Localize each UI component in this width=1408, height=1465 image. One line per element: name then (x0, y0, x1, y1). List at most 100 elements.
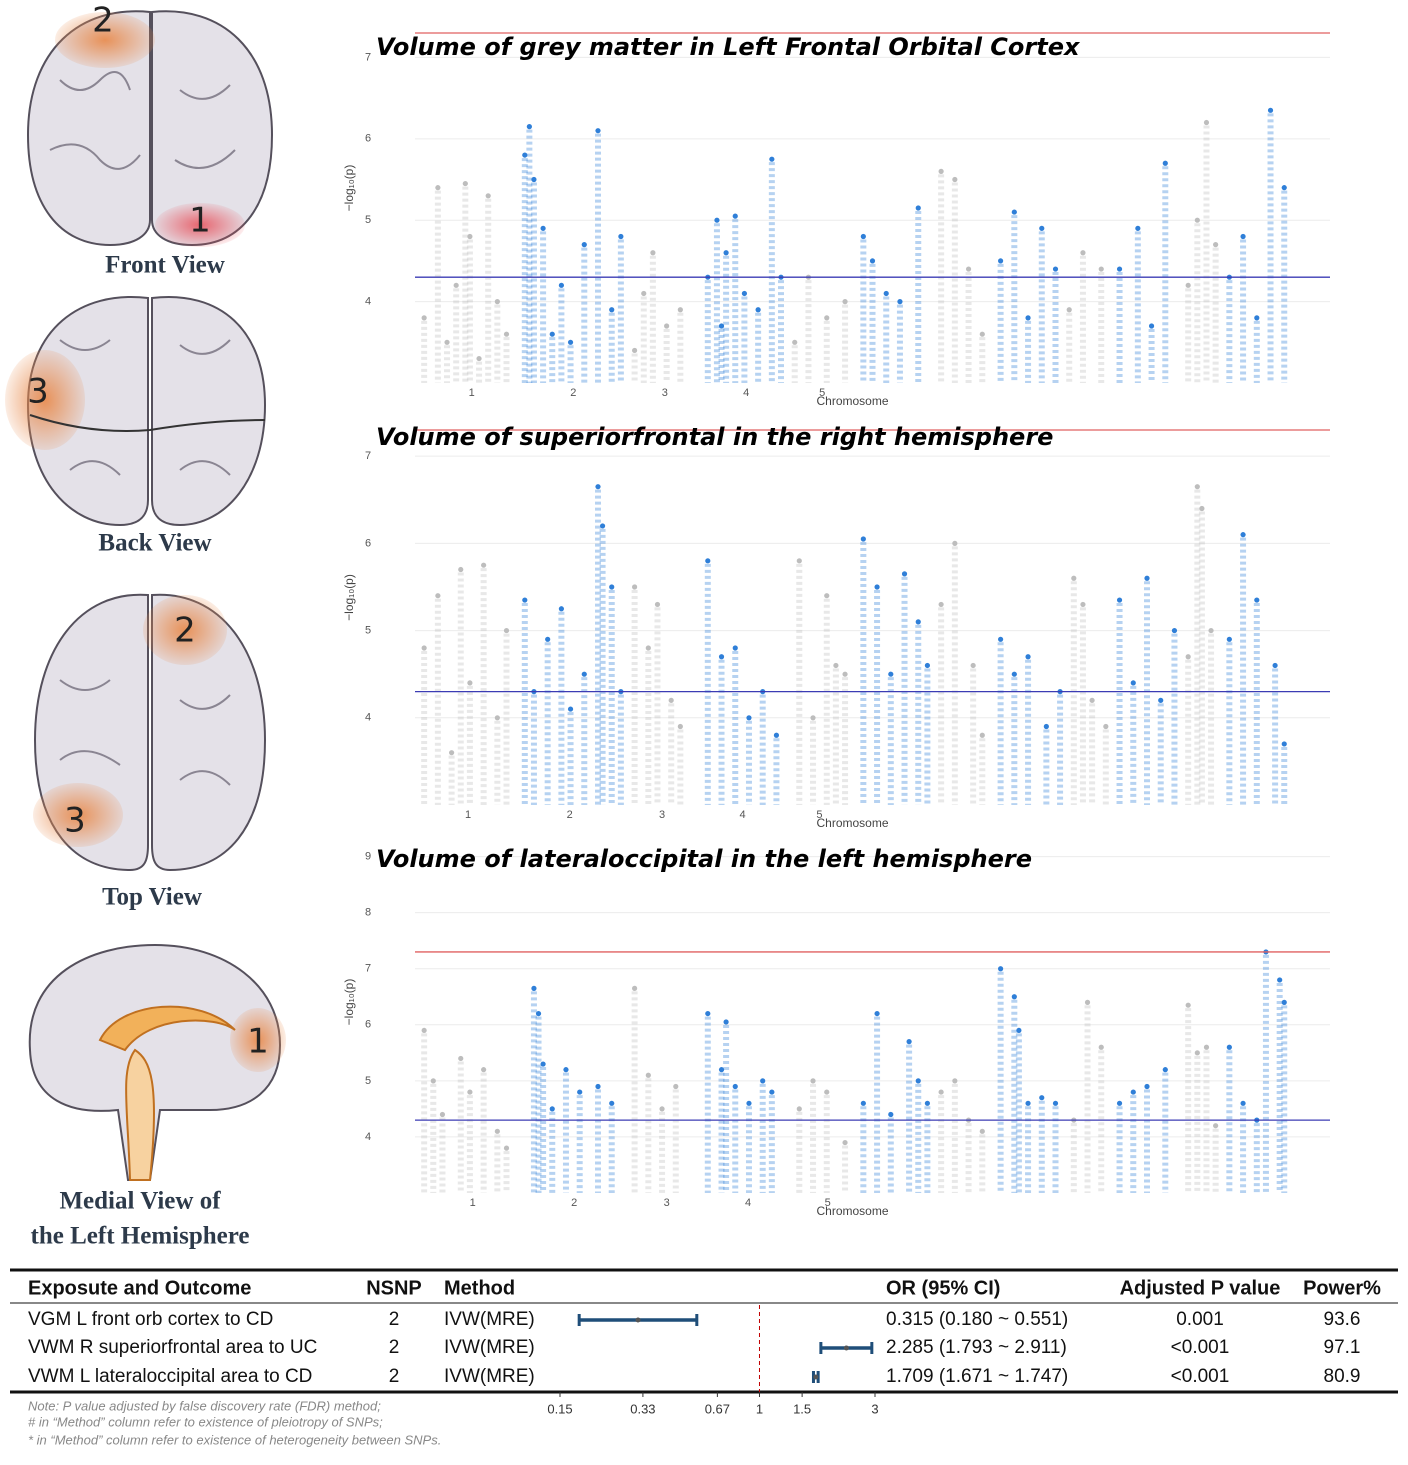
column-header: OR (95% CI) (886, 1277, 1000, 1299)
brain-medial (28, 943, 286, 1181)
snp-point (503, 331, 510, 337)
note: Note: P value adjusted by false discover… (28, 1398, 381, 1413)
snp-point (718, 323, 725, 329)
snp-point (1052, 1100, 1059, 1106)
snp-point (1194, 484, 1200, 490)
chart-title: Volume of grey matter in Left Frontal Or… (376, 33, 1081, 61)
snp-point (1098, 1044, 1104, 1050)
snp-point (705, 558, 711, 564)
snp-point (595, 1083, 601, 1090)
snp-point (998, 966, 1004, 972)
view-caption: Medial View of (59, 1188, 221, 1215)
x-tick-label: 0.67 (705, 1401, 730, 1416)
region-number: 2 (174, 611, 196, 651)
snp-point (979, 732, 985, 738)
snp-point (1148, 323, 1155, 329)
snp-point (1254, 315, 1260, 321)
x-tick-label: 3 (871, 1401, 878, 1416)
region-number: 3 (64, 801, 86, 841)
column-header: Exposute and Outcome (28, 1277, 251, 1299)
snp-point (1226, 636, 1232, 642)
snp-point (558, 606, 565, 612)
x-tick-label: 4 (740, 809, 746, 821)
snp-point (1130, 1089, 1136, 1095)
y-tick-label: 5 (365, 214, 371, 226)
snp-point (1185, 282, 1191, 288)
snp-point (1203, 119, 1210, 126)
snp-point (1185, 1002, 1191, 1008)
brain-back (5, 296, 267, 527)
snp-point (453, 282, 459, 288)
x-tick-label: 0.33 (630, 1401, 655, 1416)
snp-point (1116, 597, 1123, 603)
snp-point (1194, 1050, 1200, 1056)
table-cell: 0.001 (1176, 1309, 1224, 1330)
snp-point (1080, 601, 1086, 608)
snp-point (1098, 266, 1104, 272)
snp-point (645, 645, 651, 651)
table-cell: 1.709 (1.671 ~ 1.747) (886, 1366, 1068, 1387)
x-tick-label: 3 (659, 809, 665, 821)
snp-point (938, 1089, 944, 1095)
snp-point (673, 1083, 679, 1090)
snp-point (769, 156, 775, 162)
view-caption: Front View (105, 252, 225, 279)
snp-point (741, 290, 748, 297)
view-caption: Back View (98, 530, 211, 557)
brain-front (26, 10, 274, 247)
x-tick-label: 4 (745, 1197, 751, 1209)
snp-point (435, 593, 441, 599)
snp-point (1011, 994, 1017, 1000)
table-cell: IVW(MRE) (444, 1309, 535, 1330)
snp-point (769, 1089, 775, 1095)
snp-point (467, 1089, 473, 1095)
snp-point (1203, 1044, 1210, 1050)
snp-point (481, 1067, 487, 1073)
snp-point (1135, 225, 1141, 231)
snp-point (888, 1111, 894, 1118)
snp-point (970, 662, 976, 669)
x-tick-label: 2 (567, 809, 573, 821)
snp-point (1011, 671, 1017, 677)
snp-point (632, 985, 638, 991)
snp-point (952, 540, 958, 546)
x-axis-label: Chromosome (816, 1204, 888, 1218)
y-tick-label: 7 (365, 51, 371, 63)
snp-point (810, 1078, 816, 1084)
snp-point (1103, 723, 1109, 730)
snp-point (1213, 242, 1219, 248)
region-number: 1 (247, 1022, 269, 1062)
snp-point (901, 571, 908, 577)
snp-point (1039, 1095, 1045, 1101)
snp-point (462, 180, 468, 187)
y-tick-label: 6 (365, 537, 371, 549)
view-caption: Top View (102, 884, 202, 911)
snp-point (567, 339, 574, 345)
snp-point (755, 307, 761, 313)
snp-point (1194, 217, 1200, 223)
region-number: 2 (92, 1, 114, 41)
snp-point (421, 645, 427, 651)
x-tick-label: 1 (469, 387, 475, 399)
snp-point (526, 124, 532, 130)
table-cell: 80.9 (1324, 1366, 1361, 1387)
snp-point (883, 290, 889, 297)
snp-point (540, 225, 546, 231)
y-tick-label: 4 (365, 1131, 371, 1143)
table-cell: <0.001 (1171, 1366, 1230, 1387)
y-tick-label: 6 (365, 1019, 371, 1031)
snp-point (796, 558, 802, 564)
region-number: 3 (27, 372, 49, 412)
snp-point (458, 1055, 464, 1062)
snp-point (1272, 662, 1278, 669)
snp-point (1130, 680, 1136, 686)
table-cell: IVW(MRE) (444, 1366, 535, 1387)
snp-point (714, 217, 720, 223)
snp-point (1039, 225, 1045, 231)
snp-point (467, 680, 473, 686)
y-tick-label: 8 (365, 907, 371, 919)
y-tick-label: 6 (365, 133, 371, 145)
snp-point (645, 1072, 651, 1078)
snp-point (1116, 1100, 1123, 1106)
